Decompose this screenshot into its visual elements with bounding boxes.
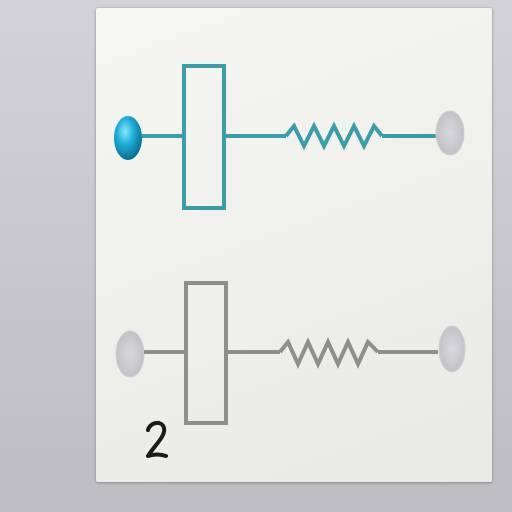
left-terminal-blue-dot (114, 116, 142, 160)
top-circuit (114, 64, 465, 210)
left-terminal-hole (115, 330, 145, 378)
paper-card (96, 8, 492, 482)
top-resistor-zigzag (284, 121, 384, 151)
bottom-capacitor-box (184, 281, 228, 425)
right-terminal-hole (438, 325, 466, 373)
handwritten-number-2 (146, 421, 168, 458)
bottom-resistor-zigzag (278, 337, 380, 369)
top-capacitor-box (182, 64, 226, 210)
right-terminal-hole (435, 110, 465, 156)
bottom-circuit (115, 281, 466, 425)
circuit-drawing (114, 64, 466, 425)
